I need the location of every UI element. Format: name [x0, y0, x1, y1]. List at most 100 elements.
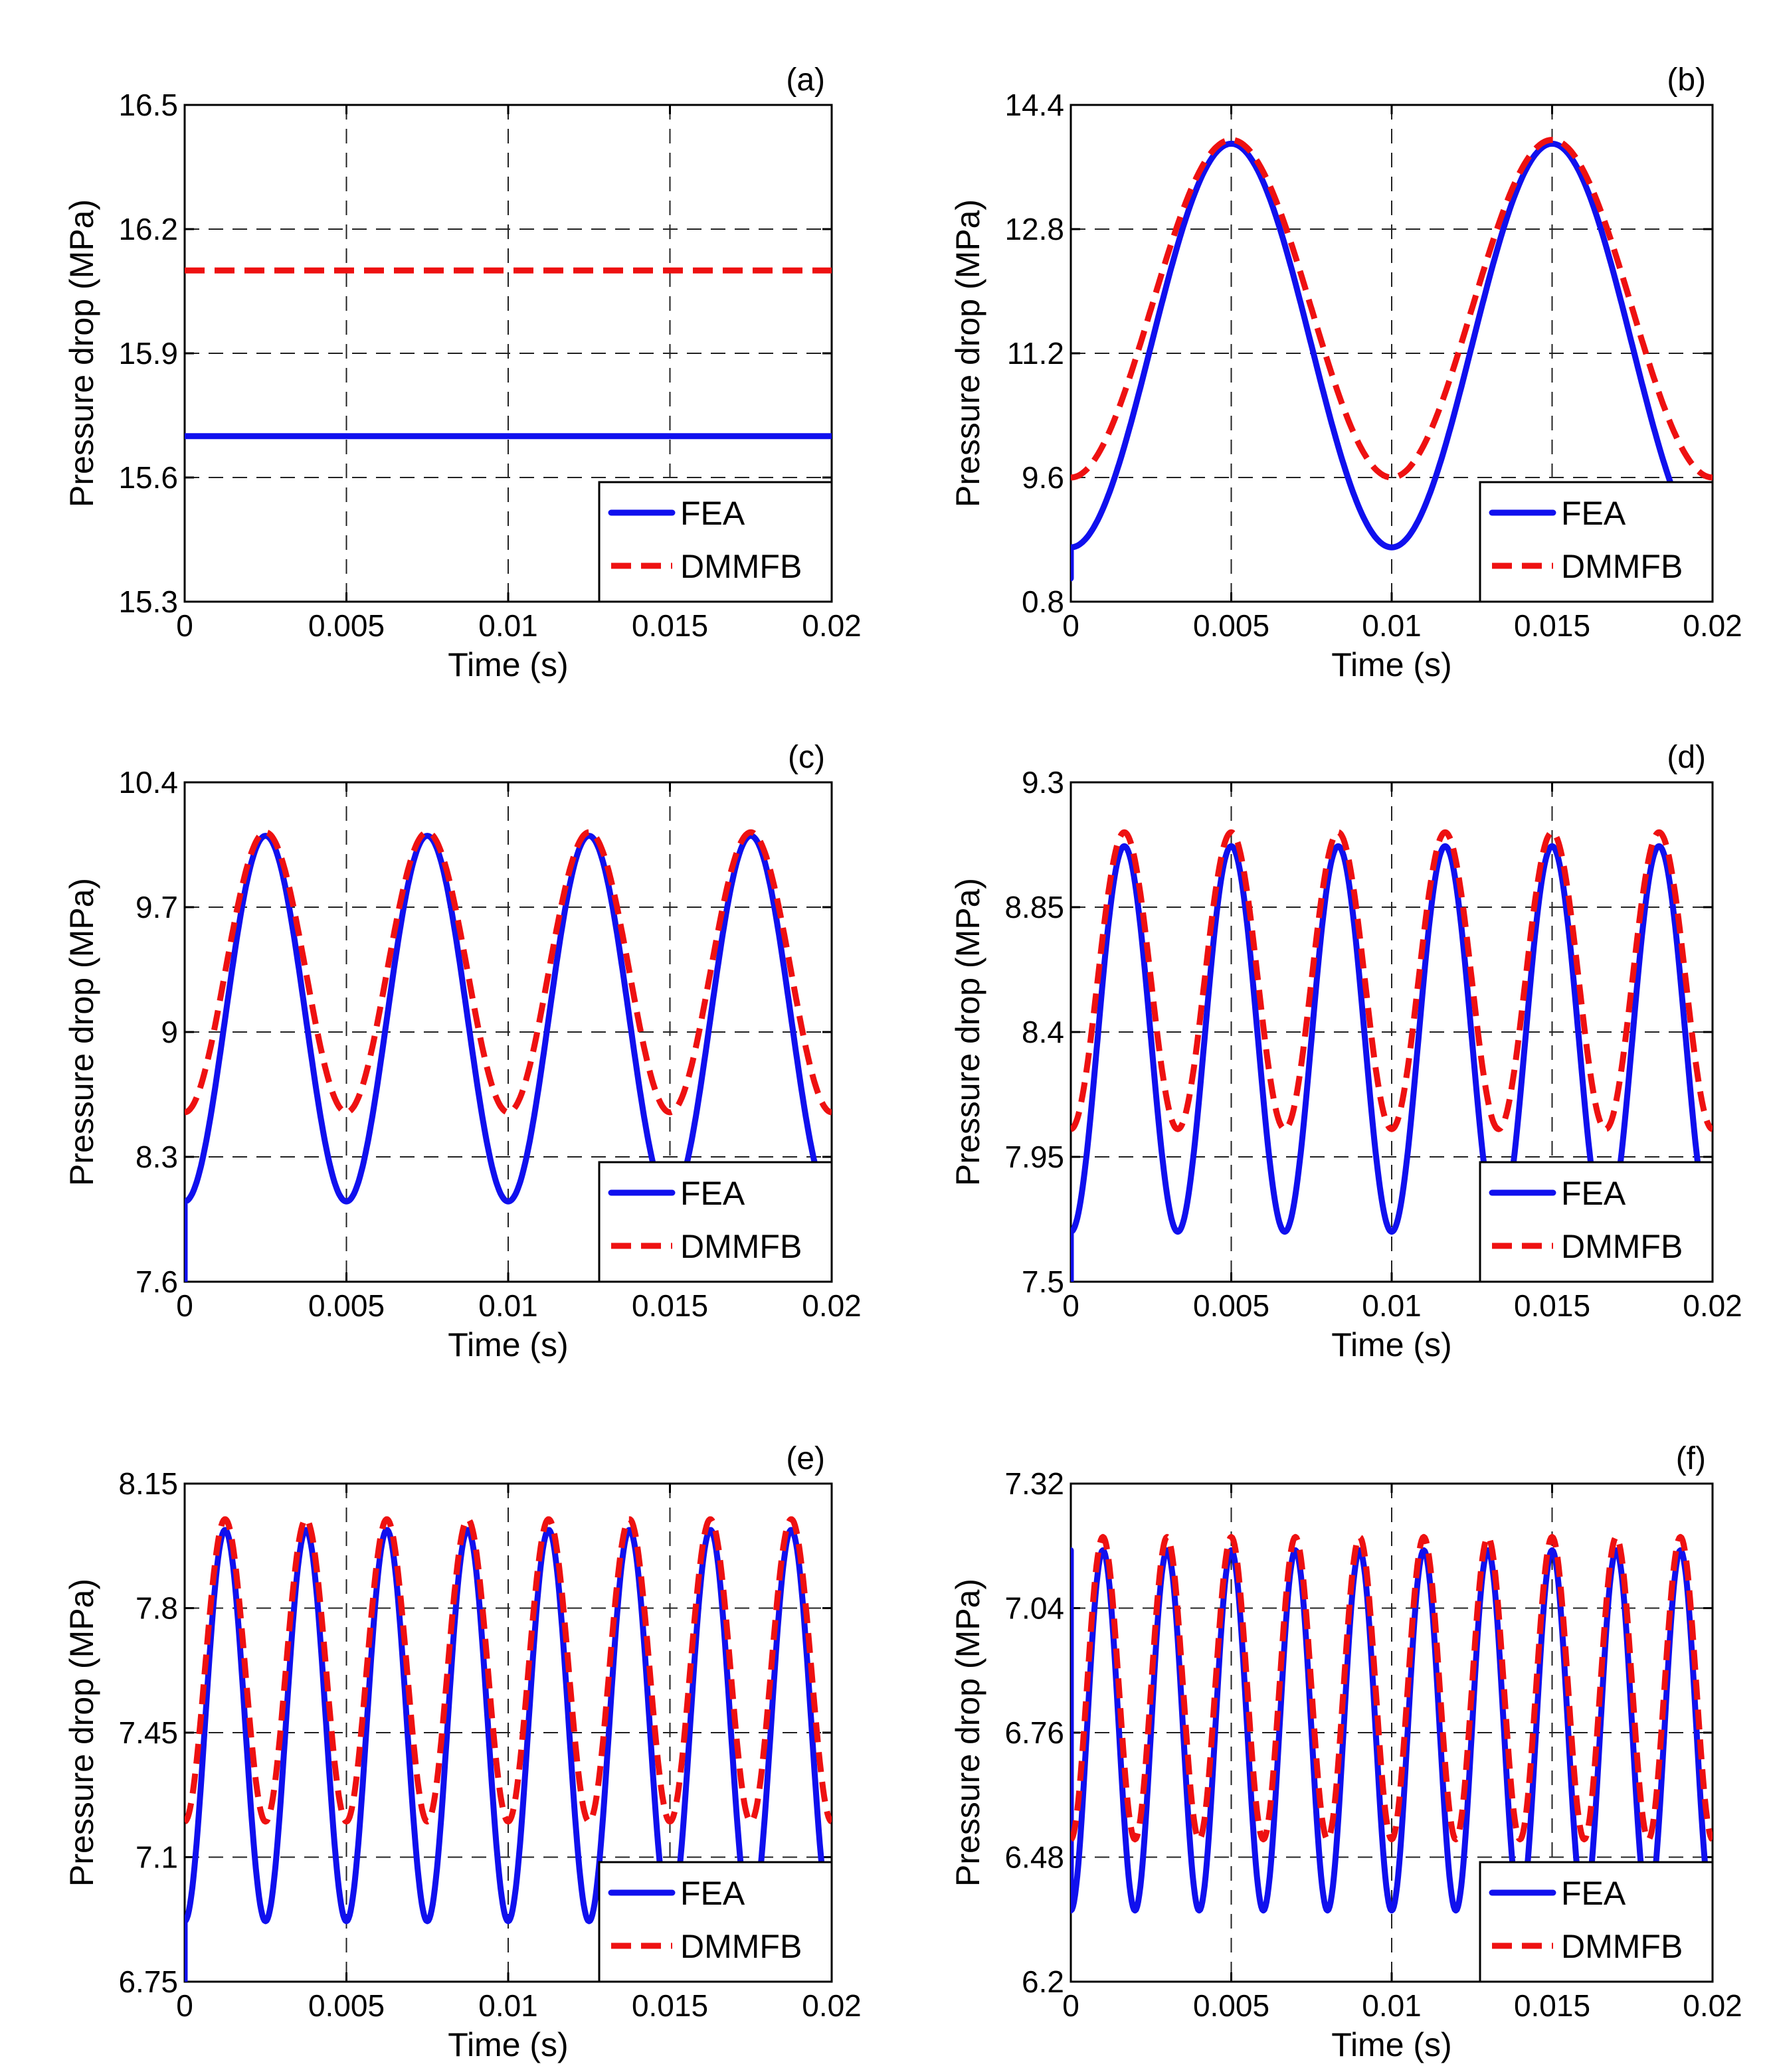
- chart-panel-e: 0 0.005 0.01 0.015 0.02 6.75 7.1 7.45 7.8 8.15 Tim…: [63, 1441, 862, 2063]
- x-tick-label: 0.005: [308, 1988, 385, 2023]
- legend: FEA DMMFB: [598, 1161, 833, 1283]
- x-tick-label: 0.005: [1193, 608, 1269, 643]
- legend-label-dmmfb: DMMFB: [680, 1928, 802, 1965]
- x-tick-label: 0.015: [1514, 1988, 1590, 2023]
- y-tick-label: 8.4: [1022, 1015, 1064, 1049]
- x-tick-label: 0.02: [1683, 608, 1742, 643]
- y-tick-label: 6.76: [1004, 1715, 1064, 1750]
- series-group: [185, 829, 832, 1282]
- x-axis-label: Time (s): [448, 646, 568, 683]
- y-tick-label: 7.04: [1004, 1591, 1064, 1626]
- y-tick-label: 15.3: [118, 584, 178, 619]
- y-tick-label: 8.85: [1004, 890, 1064, 924]
- x-tick-label: 0: [1062, 1288, 1079, 1323]
- x-axis-label: Time (s): [448, 1326, 568, 1363]
- x-tick-label: 0.01: [1362, 1988, 1422, 2023]
- x-axis-label: Time (s): [1331, 2026, 1451, 2063]
- series-group: [1071, 137, 1713, 582]
- y-tick-label: 0.8: [1022, 584, 1064, 619]
- x-tick-label: 0.005: [308, 608, 385, 643]
- x-tick-label: 0: [1062, 1988, 1079, 2023]
- y-tick-label: 9.6: [1022, 460, 1064, 495]
- y-tick-label: 10.4: [118, 765, 178, 800]
- legend-label-fea: FEA: [680, 495, 745, 532]
- chart-panel-d: 0 0.005 0.01 0.015 0.02 7.5 7.95 8.4 8.85 9.3 Time…: [949, 740, 1742, 1363]
- y-tick-label: 7.32: [1004, 1466, 1064, 1501]
- y-tick-label: 9: [161, 1015, 178, 1049]
- y-tick-label: 16.2: [118, 212, 178, 246]
- legend-label-dmmfb: DMMFB: [680, 1228, 802, 1265]
- x-tick-label: 0: [176, 1288, 193, 1323]
- series-line-dmmfb: [1071, 137, 1713, 481]
- y-tick-label: 7.45: [118, 1715, 178, 1750]
- legend-box: [598, 1161, 833, 1283]
- x-tick-label: 0.02: [1683, 1288, 1742, 1323]
- legend-box: [598, 1861, 833, 1983]
- x-tick-label: 0.01: [1362, 1288, 1422, 1323]
- series-line-fea: [185, 833, 832, 1282]
- series-line-dmmfb: [185, 1516, 832, 1825]
- x-tick-label: 0.015: [632, 608, 708, 643]
- panel-label: (f): [1676, 1441, 1706, 1476]
- legend-label-fea: FEA: [1561, 495, 1626, 532]
- y-axis-label: Pressure drop (MPa): [63, 878, 100, 1186]
- legend-label-dmmfb: DMMFB: [1561, 1228, 1683, 1265]
- series-line-dmmfb: [1071, 1533, 1713, 1843]
- y-tick-label: 8.3: [136, 1140, 178, 1174]
- legend: FEA DMMFB: [1479, 1161, 1714, 1283]
- legend: FEA DMMFB: [1479, 481, 1714, 603]
- y-tick-label: 14.4: [1004, 88, 1064, 122]
- x-tick-label: 0.02: [1683, 1988, 1742, 2023]
- y-tick-label: 6.75: [118, 1964, 178, 1999]
- y-tick-label: 9.3: [1022, 765, 1064, 800]
- y-axis-label: Pressure drop (MPa): [63, 1579, 100, 1887]
- x-tick-label: 0.01: [478, 1988, 538, 2023]
- y-tick-label: 16.5: [118, 88, 178, 122]
- x-tick-label: 0.015: [1514, 1288, 1590, 1323]
- series-group: [185, 267, 832, 440]
- x-tick-label: 0.005: [1193, 1288, 1269, 1323]
- y-tick-label: 15.6: [118, 460, 178, 495]
- y-tick-label: 12.8: [1004, 212, 1064, 246]
- y-tick-label: 7.1: [136, 1840, 178, 1875]
- x-axis-label: Time (s): [1331, 1326, 1451, 1363]
- y-tick-label: 8.15: [118, 1466, 178, 1501]
- panel-label: (a): [786, 62, 825, 98]
- x-tick-label: 0: [1062, 608, 1079, 643]
- y-tick-label: 11.2: [1007, 336, 1064, 371]
- y-tick-label: 7.6: [136, 1264, 178, 1299]
- chart-panel-f: 0 0.005 0.01 0.015 0.02 6.2 6.48 6.76 7.04 7.32 Ti…: [949, 1441, 1742, 2063]
- series-line-dmmfb: [1071, 829, 1713, 1132]
- legend-label-fea: FEA: [1561, 1175, 1626, 1212]
- x-tick-label: 0: [176, 608, 193, 643]
- x-tick-label: 0.01: [1362, 608, 1422, 643]
- series-line-fea: [1071, 140, 1713, 582]
- panel-label: (e): [786, 1441, 825, 1476]
- legend-label-dmmfb: DMMFB: [1561, 1928, 1683, 1965]
- x-tick-label: 0.01: [478, 608, 538, 643]
- series-line-dmmfb: [185, 829, 832, 1116]
- legend-box: [1479, 481, 1714, 603]
- legend-box: [1479, 1861, 1714, 1983]
- legend: FEA DMMFB: [598, 1861, 833, 1983]
- x-tick-label: 0.02: [802, 1988, 862, 2023]
- y-tick-label: 6.48: [1004, 1840, 1064, 1875]
- y-tick-label: 7.5: [1022, 1264, 1064, 1299]
- chart-panel-a: 0 0.005 0.01 0.015 0.02 15.3 15.6 15.9 16.2 16.5 T…: [63, 62, 862, 683]
- legend-label-dmmfb: DMMFB: [1561, 548, 1683, 585]
- y-tick-label: 7.8: [136, 1591, 178, 1626]
- series-group: [185, 1516, 832, 1982]
- y-tick-label: 9.7: [136, 890, 178, 924]
- legend: FEA DMMFB: [598, 481, 833, 603]
- legend-box: [1479, 1161, 1714, 1283]
- y-tick-label: 15.9: [118, 336, 178, 371]
- x-axis-label: Time (s): [448, 2026, 568, 2063]
- chart-panel-b: 0 0.005 0.01 0.015 0.02 0.8 9.6 11.2 12.8 14.4 Tim…: [949, 62, 1742, 683]
- y-tick-label: 6.2: [1022, 1964, 1064, 1999]
- x-tick-label: 0.005: [308, 1288, 385, 1323]
- chart-panel-c: 0 0.005 0.01 0.015 0.02 7.6 8.3 9 9.7 10.4 Time (s…: [63, 740, 862, 1363]
- x-tick-label: 0.01: [478, 1288, 538, 1323]
- y-axis-label: Pressure drop (MPa): [949, 199, 986, 507]
- series-group: [1071, 1533, 1713, 1914]
